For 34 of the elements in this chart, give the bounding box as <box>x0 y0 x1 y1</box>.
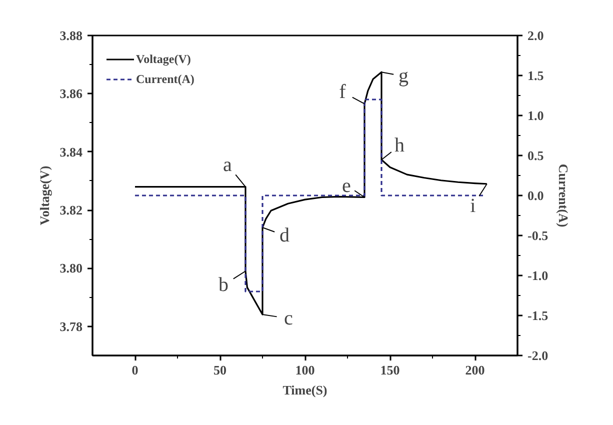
y-tick-label: 3.80 <box>60 260 82 276</box>
annotation: i <box>470 194 476 217</box>
annotation: d <box>280 224 290 246</box>
annotation: f <box>339 80 346 103</box>
y2-axis-title: Current(A) <box>556 164 572 228</box>
y2-tick-label: -2.0 <box>528 348 548 363</box>
y-tick-label: 3.82 <box>60 202 82 218</box>
y-tick-label: 3.86 <box>60 86 83 102</box>
annotation: g <box>398 65 408 88</box>
y-tick-label: 3.78 <box>60 318 83 334</box>
y2-tick-label: 1.0 <box>528 108 544 123</box>
y-axis-title: Voltage(V) <box>36 166 52 226</box>
x-tick-label: 100 <box>295 362 315 378</box>
y-tick-label: 3.84 <box>60 144 83 160</box>
y2-tick-label: -1.5 <box>528 308 549 323</box>
y2-tick-label: 0.0 <box>528 188 544 203</box>
y2-tick-label: -0.5 <box>528 228 549 243</box>
x-axis-title: Time(S) <box>282 382 328 398</box>
legend-label: Voltage(V) <box>136 52 191 66</box>
x-tick-label: 150 <box>380 362 400 378</box>
y-tick-label: 3.88 <box>60 28 83 43</box>
x-tick-label: 200 <box>465 362 485 378</box>
annotation: e <box>342 175 352 198</box>
annotation: b <box>218 274 228 296</box>
x-tick-label: 0 <box>132 362 138 378</box>
annotation: c <box>284 307 294 330</box>
y2-tick-label: -1.0 <box>528 268 548 283</box>
y2-tick-label: 1.5 <box>528 68 544 83</box>
annotation: a <box>223 154 232 176</box>
annotation: h <box>394 134 404 157</box>
x-tick-label: 50 <box>214 362 226 378</box>
y2-tick-label: 0.5 <box>528 148 544 163</box>
y2-tick-label: 2.0 <box>528 28 544 43</box>
legend-label: Current(A) <box>136 72 194 86</box>
